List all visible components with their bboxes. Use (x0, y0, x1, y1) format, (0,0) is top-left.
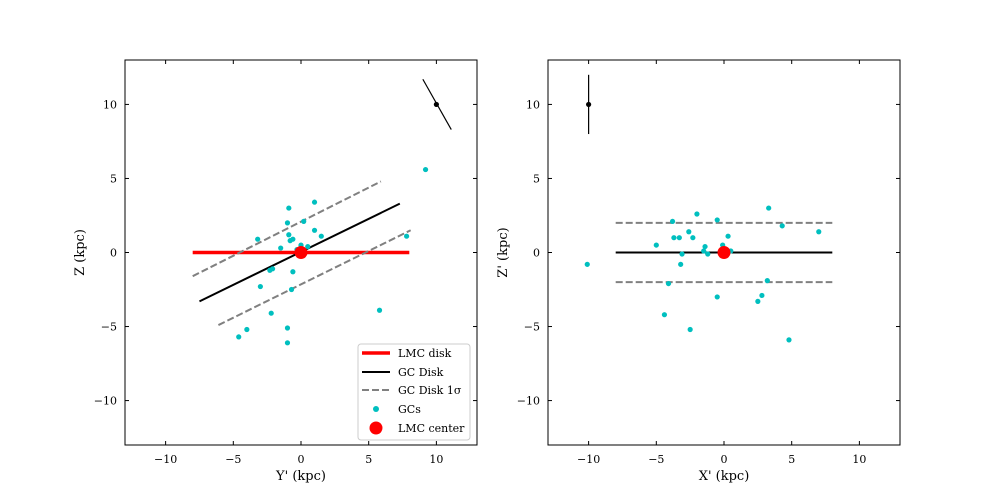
left-gc-point (284, 325, 291, 331)
right-gc-point (669, 218, 676, 225)
left-x-tick-label: 5 (365, 453, 372, 466)
left-gc-point (286, 205, 292, 211)
left-gc-point (290, 269, 296, 275)
left-gc-point (278, 245, 284, 251)
left-errorbar-point (433, 101, 439, 108)
right-gc-point (686, 229, 692, 235)
right-lmc-center-marker (717, 246, 731, 259)
legend-lmc-center-label: LMC center (398, 422, 465, 435)
legend-gcs-swatch (373, 406, 379, 412)
right-gc-point (755, 298, 761, 304)
right-gc-point (714, 217, 720, 223)
right-x-tick-label: 10 (852, 453, 866, 466)
right-gc-point (694, 211, 700, 217)
right-gc-point (687, 326, 693, 333)
left-lmc-center-marker (294, 246, 308, 259)
legend: LMC disk GC Disk GC Disk 1σ GCs LMC cent… (357, 343, 471, 441)
right-gc-point (705, 251, 711, 257)
left-x-axis-label: Y' (kpc) (275, 469, 326, 484)
left-y-tick-label: −10 (94, 395, 117, 408)
right-x-tick-label: 0 (721, 453, 728, 466)
left-y-tick-label: −5 (101, 321, 117, 334)
left-gc-point (287, 238, 293, 244)
left-gc-point (311, 199, 318, 205)
right-x-axis-label: X' (kpc) (699, 469, 750, 484)
right-gc-point (661, 312, 668, 318)
right-y-tick-label: 10 (526, 98, 540, 111)
left-y-tick-label: 10 (103, 98, 117, 111)
left-y-tick-label: 0 (110, 247, 117, 260)
left-gc-point (268, 310, 274, 316)
right-gc-point (725, 233, 731, 239)
legend-gc-disk-sigma-label: GC Disk 1σ (398, 384, 462, 397)
right-gc-point (701, 248, 707, 254)
right-gc-point (779, 223, 785, 229)
left-gc-point (244, 326, 250, 333)
right-y-tick-label: −10 (517, 395, 540, 408)
left-y-axis-label: Z (kpc) (73, 229, 88, 276)
left-x-tick-label: 10 (429, 453, 443, 466)
legend-gc-disk-label: GC Disk (398, 366, 444, 379)
right-y-tick-label: 5 (533, 172, 540, 185)
left-gc-point (286, 232, 292, 238)
left-y-tick-label: 5 (110, 172, 117, 185)
right-x-tick-label: −10 (577, 453, 600, 466)
left-gc-point (318, 233, 324, 239)
left-gc-point (422, 166, 429, 173)
right-gc-point (690, 235, 696, 241)
left-gc-point (236, 334, 242, 340)
left-gc-point (288, 286, 295, 293)
right-errorbar-point (586, 101, 592, 108)
left-gc-point (376, 307, 383, 313)
left-x-tick-label: −10 (154, 453, 177, 466)
right-gc-point (678, 261, 684, 267)
right-gc-point (671, 235, 677, 241)
right-y-tick-label: −5 (524, 321, 540, 334)
left-gc-point (255, 236, 261, 242)
right-panel: −10 −5 0 5 10 −10 −5 0 5 10 X' (kpc) Z' (kpc) (496, 59, 901, 484)
right-gc-point (786, 337, 792, 343)
legend-lmc-disk-label: LMC disk (398, 347, 452, 360)
right-gc-point (759, 292, 765, 299)
right-gc-point (702, 243, 708, 250)
right-gc-point (665, 280, 672, 287)
right-gc-point (764, 278, 770, 284)
right-gc-point (679, 251, 685, 257)
left-gc-point (257, 283, 263, 290)
left-x-tick-label: 0 (298, 453, 305, 466)
right-x-tick-label: 5 (788, 453, 795, 466)
left-gc-point (284, 220, 291, 226)
right-y-tick-label: 0 (533, 247, 540, 260)
left-x-tick-label: −5 (225, 453, 241, 466)
right-gc-point (653, 242, 659, 248)
right-gc-point (766, 205, 772, 211)
legend-gcs-label: GCs (398, 403, 421, 416)
left-gc-point (305, 243, 311, 250)
right-gc-point (676, 235, 682, 241)
right-gc-point (584, 261, 590, 267)
left-gc-point (267, 267, 273, 273)
right-gc-point (816, 229, 822, 235)
right-x-tick-label: −5 (648, 453, 664, 466)
left-line-gc-disk-1 (192, 180, 382, 278)
left-gc-point (301, 218, 307, 225)
left-gc-point (311, 227, 318, 233)
right-y-axis-label: Z' (kpc) (496, 227, 511, 277)
left-gc-point (284, 340, 291, 346)
left-line-gc-disk-1-lower (217, 229, 412, 326)
legend-lmc-center-swatch (369, 421, 383, 435)
left-gc-point (404, 233, 410, 239)
left-panel: −10 −5 0 5 10 −10 −5 0 5 10 Y' (kpc) Z (kpc) LMC … (73, 59, 478, 484)
right-gc-point (714, 294, 720, 300)
legend-box (357, 343, 471, 441)
